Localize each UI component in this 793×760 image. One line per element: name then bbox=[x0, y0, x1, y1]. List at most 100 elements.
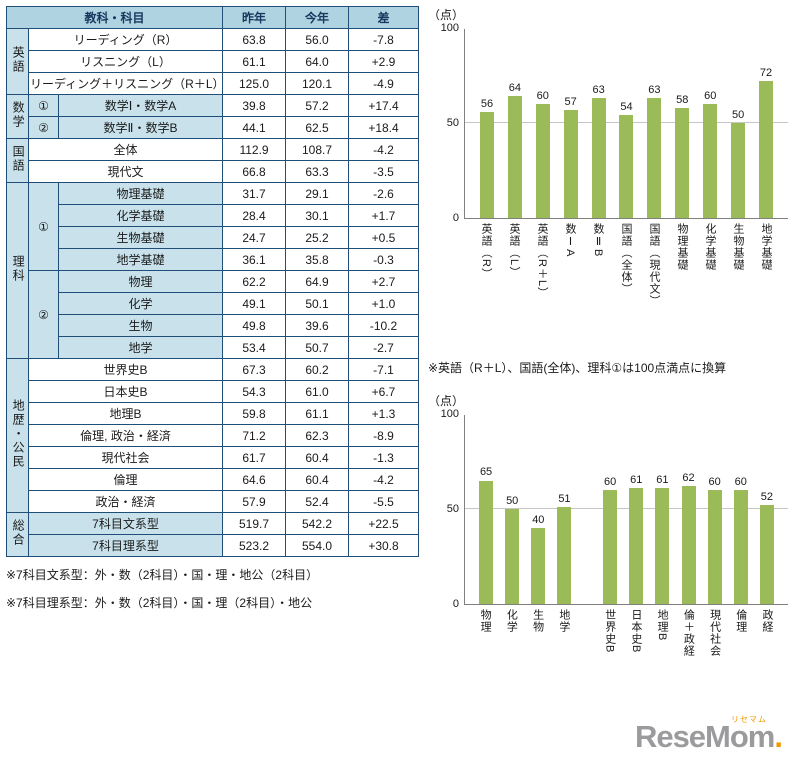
subject-label-cell: 生物基礎 bbox=[57, 226, 224, 249]
score-cell: 64.6 bbox=[222, 468, 287, 491]
score-cell: 60.4 bbox=[285, 446, 350, 469]
score-cell: 39.6 bbox=[285, 314, 350, 337]
header-column: 今年 bbox=[285, 6, 350, 29]
score-cell: -8.9 bbox=[348, 424, 420, 447]
group-mark-cell: ② bbox=[28, 270, 59, 359]
bar-value-label: 52 bbox=[760, 491, 774, 504]
bar-column: 63 bbox=[640, 84, 668, 218]
subject-label-cell: 全体 bbox=[27, 138, 224, 161]
score-cell: 62.3 bbox=[285, 424, 350, 447]
x-tick-label: 日本史B bbox=[623, 609, 649, 709]
bar bbox=[603, 490, 618, 604]
score-cell: 62.5 bbox=[285, 116, 350, 139]
bar-column: 60 bbox=[529, 90, 557, 218]
bar-value-label: 60 bbox=[704, 89, 717, 102]
subject-label-cell: 地学 bbox=[57, 336, 224, 359]
score-cell: +17.4 bbox=[348, 94, 420, 117]
bar bbox=[479, 480, 494, 604]
x-tick-text: 生物 bbox=[531, 609, 544, 633]
table-row: 倫理, 政治・経済 71.2 62.3 -8.9 bbox=[7, 424, 420, 447]
score-cell: -7.8 bbox=[348, 28, 420, 51]
table-row: ② 物理 62.2 64.9 +2.7 bbox=[7, 270, 420, 359]
score-cell: 52.4 bbox=[285, 490, 350, 513]
bar-value-label: 63 bbox=[592, 84, 605, 97]
x-tick-text: 日本史B bbox=[629, 609, 642, 654]
score-cell: 519.7 bbox=[222, 512, 287, 535]
bar-value-label: 56 bbox=[480, 97, 494, 110]
score-cell: 28.4 bbox=[222, 204, 287, 227]
score-cell: -5.5 bbox=[348, 490, 420, 513]
table-footnote-rikei: ※7科目理系型：外・数（2科目）・国・理（2科目）・地公 bbox=[6, 595, 313, 610]
x-tick-text: 地理B bbox=[656, 609, 669, 642]
x-tick-label: 倫理 bbox=[728, 609, 754, 709]
x-tick-text: 世界史B bbox=[603, 609, 616, 654]
bar bbox=[703, 104, 718, 218]
score-cell: -2.7 bbox=[348, 336, 420, 359]
x-tick-text: 国語（全体） bbox=[620, 223, 633, 295]
score-cell: 66.8 bbox=[222, 160, 287, 183]
subject-label-cell: リーディング（R） bbox=[27, 28, 224, 51]
x-tick-label: 現代社会 bbox=[701, 609, 727, 709]
bar-value-label: 60 bbox=[708, 475, 721, 488]
subject-label-cell: 倫理 bbox=[27, 468, 224, 491]
subject-label-cell: 物理 bbox=[57, 270, 224, 293]
section-name-vertical: 国語 bbox=[11, 145, 26, 173]
bar bbox=[655, 488, 670, 604]
bar bbox=[563, 109, 578, 218]
bar-column: 72 bbox=[752, 67, 780, 218]
logo-kana-text: リセマム bbox=[731, 715, 767, 724]
x-tick-label: 物理基礎 bbox=[668, 223, 696, 351]
bar bbox=[681, 486, 696, 604]
bar-value-label: 57 bbox=[564, 95, 577, 108]
x-tick-text: 倫理 bbox=[734, 609, 747, 633]
x-tick-text: 生物基礎 bbox=[732, 223, 745, 271]
y-tick-label: 0 bbox=[452, 212, 459, 224]
x-axis-labels: 物理 化学 生物 地学 世界史B 日本史B 地理B 倫＋政経 現代社会 倫理 政経 bbox=[464, 609, 788, 709]
bar-column: 57 bbox=[557, 96, 585, 218]
bar-value-label: 50 bbox=[506, 494, 519, 507]
table-row: 日本史B 54.3 61.0 +6.7 bbox=[7, 380, 420, 403]
table-row: リスニング（L） 61.1 64.0 +2.9 bbox=[7, 50, 420, 73]
bar-value-label: 40 bbox=[532, 513, 545, 526]
bar bbox=[505, 509, 520, 604]
subject-label-cell: 物理基礎 bbox=[57, 182, 224, 205]
score-cell: +30.8 bbox=[348, 534, 420, 557]
x-tick-text: 地学 bbox=[557, 609, 570, 633]
score-cell: 60.2 bbox=[285, 358, 350, 381]
score-cell: 56.0 bbox=[285, 28, 350, 51]
subject-label-cell: 7科目文系型 bbox=[27, 512, 224, 535]
x-tick-text: 数ⅠA bbox=[564, 223, 577, 258]
score-cell: 35.8 bbox=[285, 248, 350, 271]
x-tick-label: 政経 bbox=[754, 609, 780, 709]
bar-column: 61 bbox=[649, 474, 675, 604]
score-cell: 53.4 bbox=[222, 336, 287, 359]
subject-label-cell: 地理B bbox=[27, 402, 224, 425]
bar-value-label: 61 bbox=[656, 474, 669, 487]
bar bbox=[535, 104, 550, 218]
table-row: 現代社会 61.7 60.4 -1.3 bbox=[7, 446, 420, 469]
table-header-row: 教科・科目 昨年 今年差 bbox=[5, 6, 420, 29]
subject-label-cell: 現代社会 bbox=[27, 446, 224, 469]
table-row: ② 数学Ⅱ・数学B 44.1 62.5 +18.4 bbox=[7, 116, 420, 139]
score-cell: -7.1 bbox=[348, 358, 420, 381]
score-cell: +0.5 bbox=[348, 226, 420, 249]
score-cell: 36.1 bbox=[222, 248, 287, 271]
table-row: 政治・経済 57.9 52.4 -5.5 bbox=[7, 490, 420, 513]
bar-column: 60 bbox=[702, 476, 728, 604]
resemom-logo: リセマム ReseMom. bbox=[635, 716, 783, 753]
table-row: 化学基礎 28.4 30.1 +1.7 bbox=[7, 204, 420, 227]
score-cell: 67.3 bbox=[222, 358, 287, 381]
bar bbox=[629, 488, 644, 604]
x-tick-label: 物理 bbox=[472, 609, 498, 709]
subject-label-cell: リーディング＋リスニング（R＋L） bbox=[27, 72, 224, 95]
x-tick-label: 英語（R） bbox=[472, 223, 500, 351]
section-name-vertical: 数学 bbox=[11, 101, 26, 129]
subject-label-cell: 数学Ⅱ・数学B bbox=[57, 116, 224, 139]
plot-area: 0 50 100 65 50 40 51 60 61 61 62 60 60 52 bbox=[441, 408, 788, 610]
bar bbox=[647, 98, 662, 218]
table-footnote-bunkei: ※7科目文系型：外・数（2科目）・国・理・地公（2科目） bbox=[6, 568, 319, 582]
score-cell: 49.1 bbox=[222, 292, 287, 315]
score-cell: -3.5 bbox=[348, 160, 420, 183]
table-row: リーディング＋リスニング（R＋L） 125.0 120.1 -4.9 bbox=[7, 72, 420, 95]
subject-label-cell: 政治・経済 bbox=[27, 490, 224, 513]
